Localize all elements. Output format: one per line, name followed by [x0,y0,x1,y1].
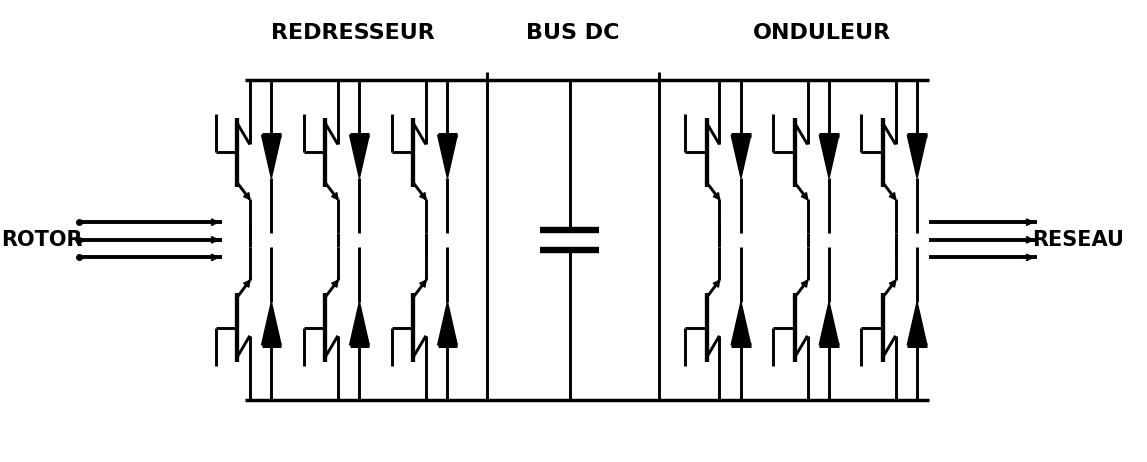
Polygon shape [889,280,896,287]
Polygon shape [889,193,896,200]
Polygon shape [907,135,927,178]
Polygon shape [420,193,426,200]
Polygon shape [350,135,369,178]
Text: REDRESSEUR: REDRESSEUR [271,24,435,43]
Polygon shape [802,193,807,200]
Polygon shape [819,302,838,345]
Polygon shape [420,280,426,287]
Polygon shape [819,135,838,178]
Polygon shape [713,280,719,287]
Polygon shape [243,193,250,200]
Text: RESEAU: RESEAU [1032,230,1124,250]
Polygon shape [331,280,338,287]
Text: ROTOR: ROTOR [1,230,83,250]
Polygon shape [731,302,751,345]
Polygon shape [262,135,281,178]
Polygon shape [438,302,458,345]
Polygon shape [907,302,927,345]
Polygon shape [243,280,250,287]
Polygon shape [731,135,751,178]
Polygon shape [802,280,807,287]
Text: ONDULEUR: ONDULEUR [754,24,891,43]
Polygon shape [262,302,281,345]
Text: BUS DC: BUS DC [526,24,619,43]
Polygon shape [350,302,369,345]
Polygon shape [438,135,458,178]
Polygon shape [331,193,338,200]
Polygon shape [713,193,719,200]
